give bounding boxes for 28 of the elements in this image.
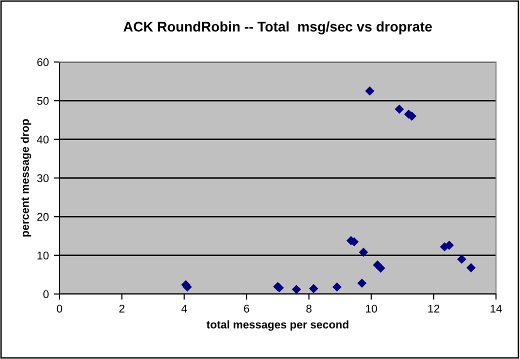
y-tick-label: 50 bbox=[37, 96, 49, 105]
chart-title: ACK RoundRobin -- Total msg/sec vs droprate bbox=[124, 21, 432, 34]
y-tick-label: 20 bbox=[37, 212, 49, 221]
point bbox=[332, 282, 342, 292]
x-tick-label: 6 bbox=[244, 304, 250, 313]
point bbox=[457, 254, 466, 264]
x-tick-label: 14 bbox=[490, 304, 502, 312]
y-tick-label: 30 bbox=[37, 174, 49, 182]
y-axis-title: percent message drop bbox=[20, 119, 32, 237]
point bbox=[292, 284, 302, 294]
point bbox=[394, 104, 404, 114]
y-tick-label: 0 bbox=[43, 290, 49, 298]
point bbox=[357, 278, 367, 288]
point bbox=[309, 284, 318, 294]
x-tick-label: 0 bbox=[56, 304, 62, 313]
point bbox=[466, 263, 476, 272]
point bbox=[358, 248, 368, 257]
y-tick-label: 40 bbox=[36, 136, 49, 144]
x-tick-label: 8 bbox=[306, 304, 312, 313]
point bbox=[376, 263, 386, 273]
x-tick-label: 4 bbox=[181, 304, 187, 312]
x-tick-label: 12 bbox=[428, 304, 440, 312]
y-tick-label: 60 bbox=[37, 58, 49, 66]
point bbox=[365, 86, 374, 96]
x-axis-title: total messages per second bbox=[206, 320, 348, 331]
y-tick-label: 10 bbox=[38, 252, 49, 260]
x-tick-label: 2 bbox=[119, 304, 124, 312]
x-tick-label: 10 bbox=[366, 304, 378, 313]
